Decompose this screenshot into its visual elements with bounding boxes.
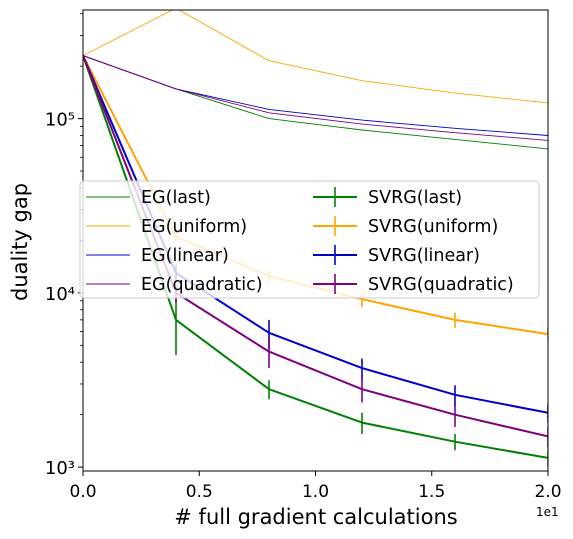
series-line-eg-uniform: [83, 10, 548, 104]
x-tick-label: 0.5: [186, 482, 213, 502]
legend-box: [79, 180, 540, 299]
y-tick-label: 10³: [45, 458, 75, 479]
legend-label: SVRG(uniform): [368, 217, 498, 237]
x-tick-label: 1.0: [302, 482, 329, 502]
y-axis-label: duality gap: [8, 183, 32, 301]
x-tick-label: 2.0: [534, 482, 561, 502]
y-tick-label: 10⁵: [45, 110, 75, 131]
legend: EG(last) EG(uniform) EG(linear) EG(quadrati…: [79, 180, 540, 299]
x-tick-label: 0.0: [69, 482, 96, 502]
legend-label: EG(uniform): [141, 217, 247, 237]
legend-label: SVRG(linear): [368, 246, 480, 266]
legend-label: EG(quadratic): [141, 275, 263, 295]
x-axis-offset-label: 1e1: [536, 505, 559, 519]
x-tick-label: 1.5: [418, 482, 445, 502]
legend-label: SVRG(quadratic): [368, 275, 514, 295]
series-line-eg-quadratic: [83, 55, 548, 141]
legend-label: EG(last): [141, 188, 211, 208]
legend-label: SVRG(last): [368, 188, 462, 208]
y-tick-label: 10⁴: [45, 284, 75, 305]
x-axis-label: # full gradient calculations: [174, 505, 457, 529]
legend-label: EG(linear): [141, 246, 229, 266]
